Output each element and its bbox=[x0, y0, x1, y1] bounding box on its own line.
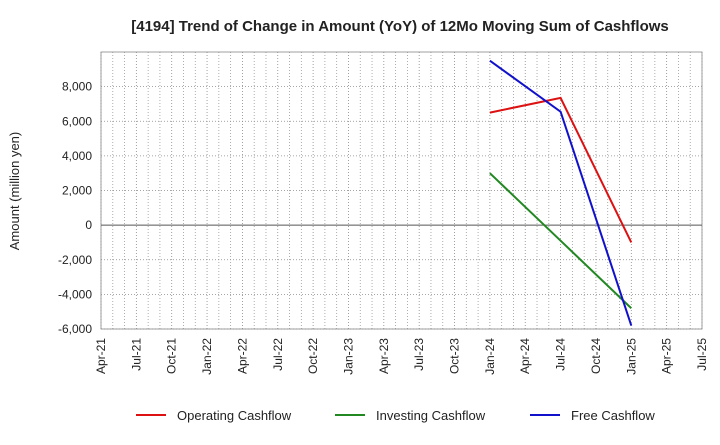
x-tick-label: Jan-25 bbox=[624, 338, 638, 375]
y-tick-label: 4,000 bbox=[62, 149, 92, 163]
x-tick-label: Apr-24 bbox=[518, 338, 532, 374]
series-line-free-cashflow bbox=[489, 59, 633, 326]
series-layer bbox=[489, 59, 633, 326]
series-line-investing-cashflow bbox=[489, 172, 632, 309]
y-tick-label: -6,000 bbox=[58, 322, 92, 336]
chart-title: [4194] Trend of Change in Amount (YoY) o… bbox=[131, 18, 669, 35]
series-line-operating-cashflow bbox=[489, 96, 633, 243]
x-tick-label: Apr-25 bbox=[660, 338, 674, 374]
x-tick-label: Jul-25 bbox=[695, 338, 709, 371]
x-tick-label: Oct-24 bbox=[589, 338, 603, 374]
plot-frame bbox=[100, 51, 703, 330]
grid-layer bbox=[100, 51, 703, 330]
x-tick-labels: Apr-21 Jul-21 Oct-21 Jan-22 Apr-22 Jul-22 Oct-… bbox=[94, 338, 709, 375]
legend-label-free-cashflow: Free Cashflow bbox=[571, 408, 655, 423]
x-tick-label: Oct-23 bbox=[448, 338, 462, 374]
y-tick-label: -4,000 bbox=[58, 287, 92, 301]
x-tick-label: Oct-22 bbox=[306, 338, 320, 374]
y-tick-label: 8,000 bbox=[62, 80, 92, 94]
y-tick-label: 0 bbox=[85, 218, 92, 232]
x-tick-label: Apr-21 bbox=[94, 338, 108, 374]
x-tick-label: Jul-22 bbox=[271, 338, 285, 371]
x-tick-label: Jul-24 bbox=[554, 338, 568, 371]
legend-label-investing-cashflow: Investing Cashflow bbox=[376, 408, 486, 423]
x-tick-label: Oct-21 bbox=[165, 338, 179, 374]
y-tick-label: 2,000 bbox=[62, 184, 92, 198]
y-tick-label: -2,000 bbox=[58, 253, 92, 267]
x-tick-label: Jul-21 bbox=[129, 338, 143, 371]
x-tick-label: Jan-24 bbox=[483, 338, 497, 375]
y-tick-labels: -6,000 -4,000 -2,000 0 2,000 4,000 6,000 8,000 bbox=[58, 80, 92, 336]
x-tick-label: Jul-23 bbox=[412, 338, 426, 371]
x-tick-label: Apr-22 bbox=[235, 338, 249, 374]
x-tick-label: Jan-23 bbox=[341, 338, 355, 375]
x-tick-label: Jan-22 bbox=[200, 338, 214, 375]
x-tick-label: Apr-23 bbox=[377, 338, 391, 374]
legend-label-operating-cashflow: Operating Cashflow bbox=[177, 408, 292, 423]
legend: Operating Cashflow Investing Cashflow Free… bbox=[136, 408, 655, 423]
y-axis-label: Amount (million yen) bbox=[7, 132, 22, 251]
y-tick-label: 6,000 bbox=[62, 114, 92, 128]
